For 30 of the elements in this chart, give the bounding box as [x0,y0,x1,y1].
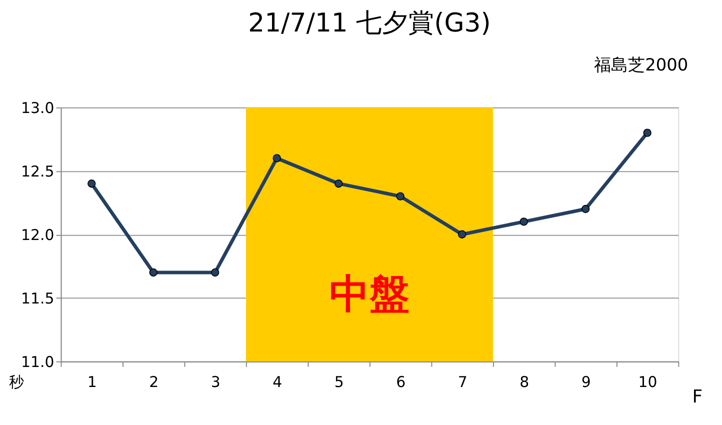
point [149,268,158,277]
chart-title: 21/7/11 七夕賞(G3) [248,8,491,39]
x-tick-label: 6 [396,372,406,391]
y-tick-label: 12.0 [21,226,54,244]
y-tick-label: 13.0 [21,98,54,117]
x-tick-label: 1 [87,372,97,391]
y-axis-title: 秒 [8,372,24,391]
point [211,268,220,277]
x-tick-label: 9 [581,372,591,391]
point [581,204,590,214]
y-tick-label: 11.5 [21,289,54,308]
point [643,128,652,137]
x-tick-label: 10 [638,372,658,391]
y-tick-label: 11.0 [21,352,54,371]
x-tick-label: 3 [210,372,220,391]
band-label: 中盤 [329,271,410,318]
x-tick-label: 5 [334,372,344,391]
x-tick-label: 4 [272,372,282,391]
point [272,154,281,162]
point [520,218,528,226]
point [334,180,343,188]
chart-subtitle: 福島芝2000 [594,54,688,75]
x-tick-label: 2 [149,372,159,391]
point [396,192,404,200]
x-tick-label: 8 [520,372,530,391]
point [458,230,466,238]
y-tick-label: 12.5 [21,162,54,180]
x-axis-title: F [692,386,703,408]
x-tick-label: 7 [458,372,468,391]
point [88,180,96,188]
